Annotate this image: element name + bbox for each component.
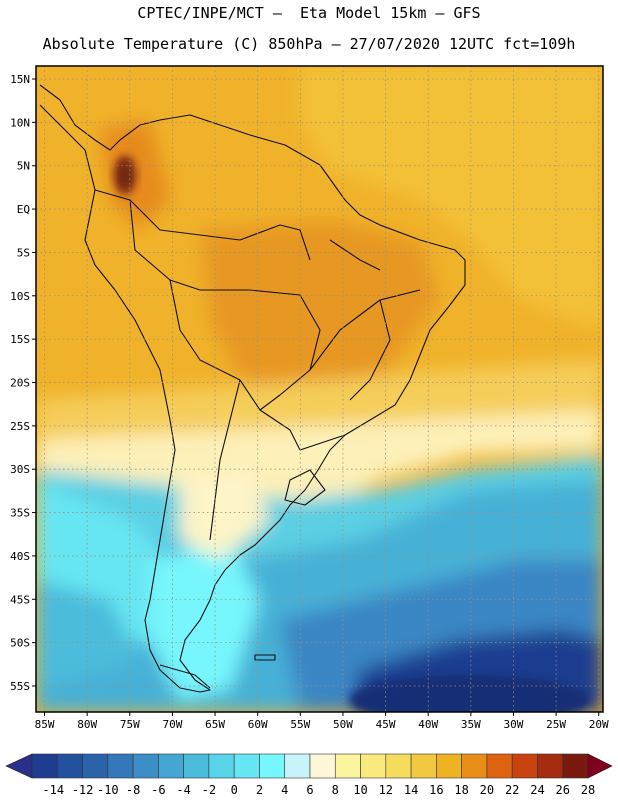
legend-label: 2 [256, 783, 263, 797]
lat-tick-label: 10N [10, 116, 30, 129]
legend-label: 20 [480, 783, 494, 797]
lon-tick-label: 85W [35, 718, 55, 731]
legend-label: 8 [332, 783, 339, 797]
temperature-field [36, 66, 603, 712]
legend-arrow-low [5, 753, 33, 779]
grid-lines [36, 66, 603, 712]
lat-tick-label: EQ [17, 203, 30, 216]
legend-swatch [259, 753, 286, 779]
legend-label: 28 [581, 783, 595, 797]
legend-swatch [158, 753, 184, 779]
lat-tick-label: 30S [10, 463, 30, 476]
legend-swatch [334, 753, 361, 779]
legend-label: -2 [202, 783, 216, 797]
lon-tick-label: 25W [546, 718, 566, 731]
legend-swatch [82, 753, 109, 779]
legend-label: 4 [281, 783, 288, 797]
legend-swatch [132, 753, 159, 779]
lon-tick-label: 55W [290, 718, 310, 731]
header-title-line1: CPTEC/INPE/MCT – Eta Model 15km – GFS [137, 4, 481, 22]
legend-label: 18 [454, 783, 468, 797]
lat-tick-label: 15N [10, 73, 30, 86]
legend-label: -12 [72, 783, 94, 797]
lon-tick-label: 40W [418, 718, 438, 731]
legend-label: 10 [353, 783, 367, 797]
legend-swatch [461, 753, 488, 779]
legend-swatch [56, 753, 83, 779]
legend-swatch [385, 753, 412, 779]
legend-label: 14 [404, 783, 418, 797]
legend-label: 16 [429, 783, 443, 797]
legend-label: -8 [126, 783, 140, 797]
legend-label: -4 [176, 783, 190, 797]
legend-swatch [360, 753, 387, 779]
legend-label: -6 [151, 783, 165, 797]
legend-swatch [436, 753, 462, 779]
lat-tick-label: 5N [17, 160, 30, 173]
lat-tick-label: 5S [17, 246, 30, 259]
legend-swatch [208, 753, 235, 779]
longitude-axis: 85W 80W 75W 70W 65W 60W 55W 50W 45W 40W 35W 30W 25W 2… [35, 712, 609, 731]
lat-tick-label: 55S [10, 680, 30, 693]
legend-label: 6 [306, 783, 313, 797]
lat-tick-label: 35S [10, 507, 30, 520]
legend-label: -10 [97, 783, 119, 797]
legend-swatch [107, 753, 134, 779]
lon-tick-label: 50W [333, 718, 353, 731]
lon-tick-label: 75W [120, 718, 140, 731]
lon-tick-label: 65W [205, 718, 225, 731]
legend-swatch [486, 753, 513, 779]
legend-swatch [562, 753, 589, 779]
lon-tick-label: 30W [504, 718, 524, 731]
lat-tick-label: 10S [10, 290, 30, 303]
legend-swatch [284, 753, 311, 779]
lon-tick-label: 20W [589, 718, 609, 731]
lat-tick-label: 45S [10, 593, 30, 606]
legend-label: 26 [556, 783, 570, 797]
legend-swatch [410, 753, 437, 779]
legend-swatch [537, 753, 564, 779]
legend-label: -14 [42, 783, 64, 797]
legend-swatch [183, 753, 210, 779]
lon-tick-label: 35W [461, 718, 481, 731]
lat-tick-label: 25S [10, 420, 30, 433]
latitude-axis: 15N 10N 5N EQ 5S 10S 15S 20S 25S 30S 35S 40S 45S 50S 5… [10, 73, 36, 693]
lat-tick-label: 20S [10, 376, 30, 389]
lon-tick-label: 70W [162, 718, 182, 731]
lat-tick-label: 40S [10, 550, 30, 563]
legend-label: 24 [530, 783, 544, 797]
legend-label: 22 [505, 783, 519, 797]
lon-tick-label: 60W [248, 718, 268, 731]
legend-swatch [511, 753, 538, 779]
header-title-line2: Absolute Temperature (C) 850hPa – 27/07/… [42, 35, 576, 53]
legend-arrow-high [587, 753, 613, 779]
lat-tick-label: 15S [10, 333, 30, 346]
legend-label: 0 [231, 783, 238, 797]
legend-swatch [31, 753, 58, 779]
lat-tick-label: 50S [10, 637, 30, 650]
lon-tick-label: 45W [376, 718, 396, 731]
color-legend: -14 -12 -10 -8 -6 -4 -2 0 2 4 6 8 10 12 14 16 18 20 22 24 26… [5, 753, 613, 797]
legend-label: 12 [379, 783, 393, 797]
legend-swatch [309, 753, 336, 779]
map-frame [35, 65, 604, 713]
lon-tick-label: 80W [77, 718, 97, 731]
coastline [39, 84, 466, 693]
legend-swatch [233, 753, 260, 779]
